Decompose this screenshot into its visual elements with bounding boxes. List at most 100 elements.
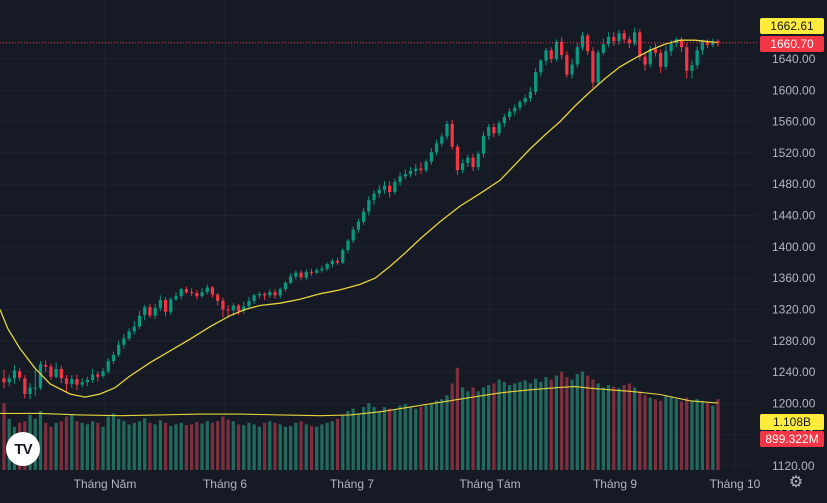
candle-body bbox=[299, 272, 303, 278]
volume-bar bbox=[75, 421, 79, 470]
volume-bar bbox=[106, 416, 110, 470]
time-tick-label: Tháng Tám bbox=[459, 477, 520, 491]
volume-bar bbox=[216, 421, 220, 470]
volume-bar bbox=[481, 387, 486, 470]
candle-body bbox=[190, 292, 194, 294]
candle-body bbox=[221, 300, 225, 310]
candle-body bbox=[174, 296, 178, 300]
candle-body bbox=[122, 338, 126, 345]
candle-body bbox=[54, 368, 58, 377]
time-tick-label: Tháng 9 bbox=[593, 477, 637, 491]
tradingview-logo[interactable]: TV bbox=[6, 432, 40, 466]
volume-bar bbox=[335, 418, 340, 470]
candle-body bbox=[70, 379, 74, 384]
volume-bar bbox=[247, 422, 251, 470]
price-tick-label: 1600.00 bbox=[772, 83, 816, 97]
candle-body bbox=[487, 127, 491, 136]
volume-bar bbox=[382, 407, 387, 470]
candle-body bbox=[622, 33, 626, 40]
volume-bar bbox=[591, 379, 595, 470]
volume-bar bbox=[320, 424, 324, 470]
candle-body bbox=[596, 52, 600, 83]
volume-bar bbox=[544, 377, 548, 470]
candle-body bbox=[659, 52, 663, 67]
candle-body bbox=[601, 44, 605, 53]
volume-bar bbox=[518, 381, 522, 470]
price-tick-label: 1280.00 bbox=[772, 334, 816, 348]
volume-bar bbox=[476, 391, 480, 470]
candle-body bbox=[44, 365, 48, 367]
candle-body bbox=[560, 41, 564, 56]
volume-bar bbox=[580, 371, 585, 470]
candle-body bbox=[273, 292, 277, 296]
volume-bar bbox=[586, 375, 590, 470]
volume-bar bbox=[190, 424, 194, 470]
volume-bar bbox=[502, 381, 506, 470]
candle-body bbox=[382, 185, 387, 190]
candle-body bbox=[330, 260, 334, 265]
volume-bar bbox=[445, 395, 449, 470]
volume-bar bbox=[622, 385, 626, 470]
volume-bar bbox=[424, 405, 428, 470]
volume-bar bbox=[596, 383, 600, 470]
volume-bar bbox=[408, 407, 413, 470]
candle-body bbox=[466, 157, 470, 164]
volume-bar bbox=[289, 425, 293, 470]
volume-bar bbox=[549, 379, 553, 470]
volume-bar bbox=[455, 367, 460, 470]
gear-icon[interactable]: ⚙ bbox=[788, 474, 804, 491]
candle-body bbox=[85, 379, 90, 383]
volume-bar bbox=[606, 385, 611, 470]
candle-body bbox=[304, 271, 308, 278]
candle-body bbox=[33, 387, 37, 389]
candle-body bbox=[200, 292, 204, 297]
candle-body bbox=[471, 157, 475, 168]
volume-bar bbox=[273, 422, 277, 470]
volume-bar bbox=[59, 421, 63, 470]
candle-body bbox=[570, 64, 574, 75]
candle-body bbox=[580, 35, 585, 48]
candle-body bbox=[632, 32, 637, 44]
candle-body bbox=[685, 47, 689, 71]
volume-bar bbox=[236, 424, 241, 470]
price-tick-label: 1360.00 bbox=[772, 271, 816, 285]
candle-body bbox=[523, 98, 527, 103]
volume-bar bbox=[554, 375, 559, 470]
price-tick-label: 1520.00 bbox=[772, 146, 816, 160]
candle-body bbox=[23, 378, 27, 394]
volume-tag-ma-bg bbox=[760, 414, 824, 430]
candle-body bbox=[419, 168, 423, 171]
volume-bar bbox=[346, 411, 350, 470]
volume-bar bbox=[158, 420, 162, 470]
volume-bar bbox=[315, 426, 319, 470]
volume-bar bbox=[716, 399, 720, 470]
candle-body bbox=[700, 41, 704, 51]
volume-bar bbox=[299, 421, 303, 470]
candle-body bbox=[346, 240, 350, 250]
volume-bar bbox=[377, 411, 381, 470]
volume-bar bbox=[487, 385, 491, 470]
volume-bar bbox=[539, 381, 543, 470]
candle-body bbox=[169, 299, 173, 312]
candle-body bbox=[117, 344, 121, 355]
volume-bar bbox=[132, 422, 136, 470]
volume-bar bbox=[648, 397, 652, 470]
candle-body bbox=[247, 300, 251, 307]
candle-body bbox=[513, 107, 517, 112]
price-axis: 1120.001160.001200.001240.001280.001320.… bbox=[772, 52, 816, 473]
candle-body bbox=[216, 294, 220, 301]
volume-bar bbox=[226, 419, 230, 470]
volume-bar bbox=[466, 391, 470, 470]
candle-body bbox=[49, 366, 53, 377]
volume-bar bbox=[414, 408, 418, 470]
volume-bar bbox=[513, 383, 517, 470]
candle-body bbox=[210, 287, 215, 295]
candle-body bbox=[429, 152, 433, 162]
candle-body bbox=[7, 378, 11, 383]
candle-body bbox=[137, 315, 142, 327]
volume-bar bbox=[80, 422, 84, 470]
volume-bar bbox=[127, 424, 131, 470]
volume-bar bbox=[153, 424, 157, 470]
